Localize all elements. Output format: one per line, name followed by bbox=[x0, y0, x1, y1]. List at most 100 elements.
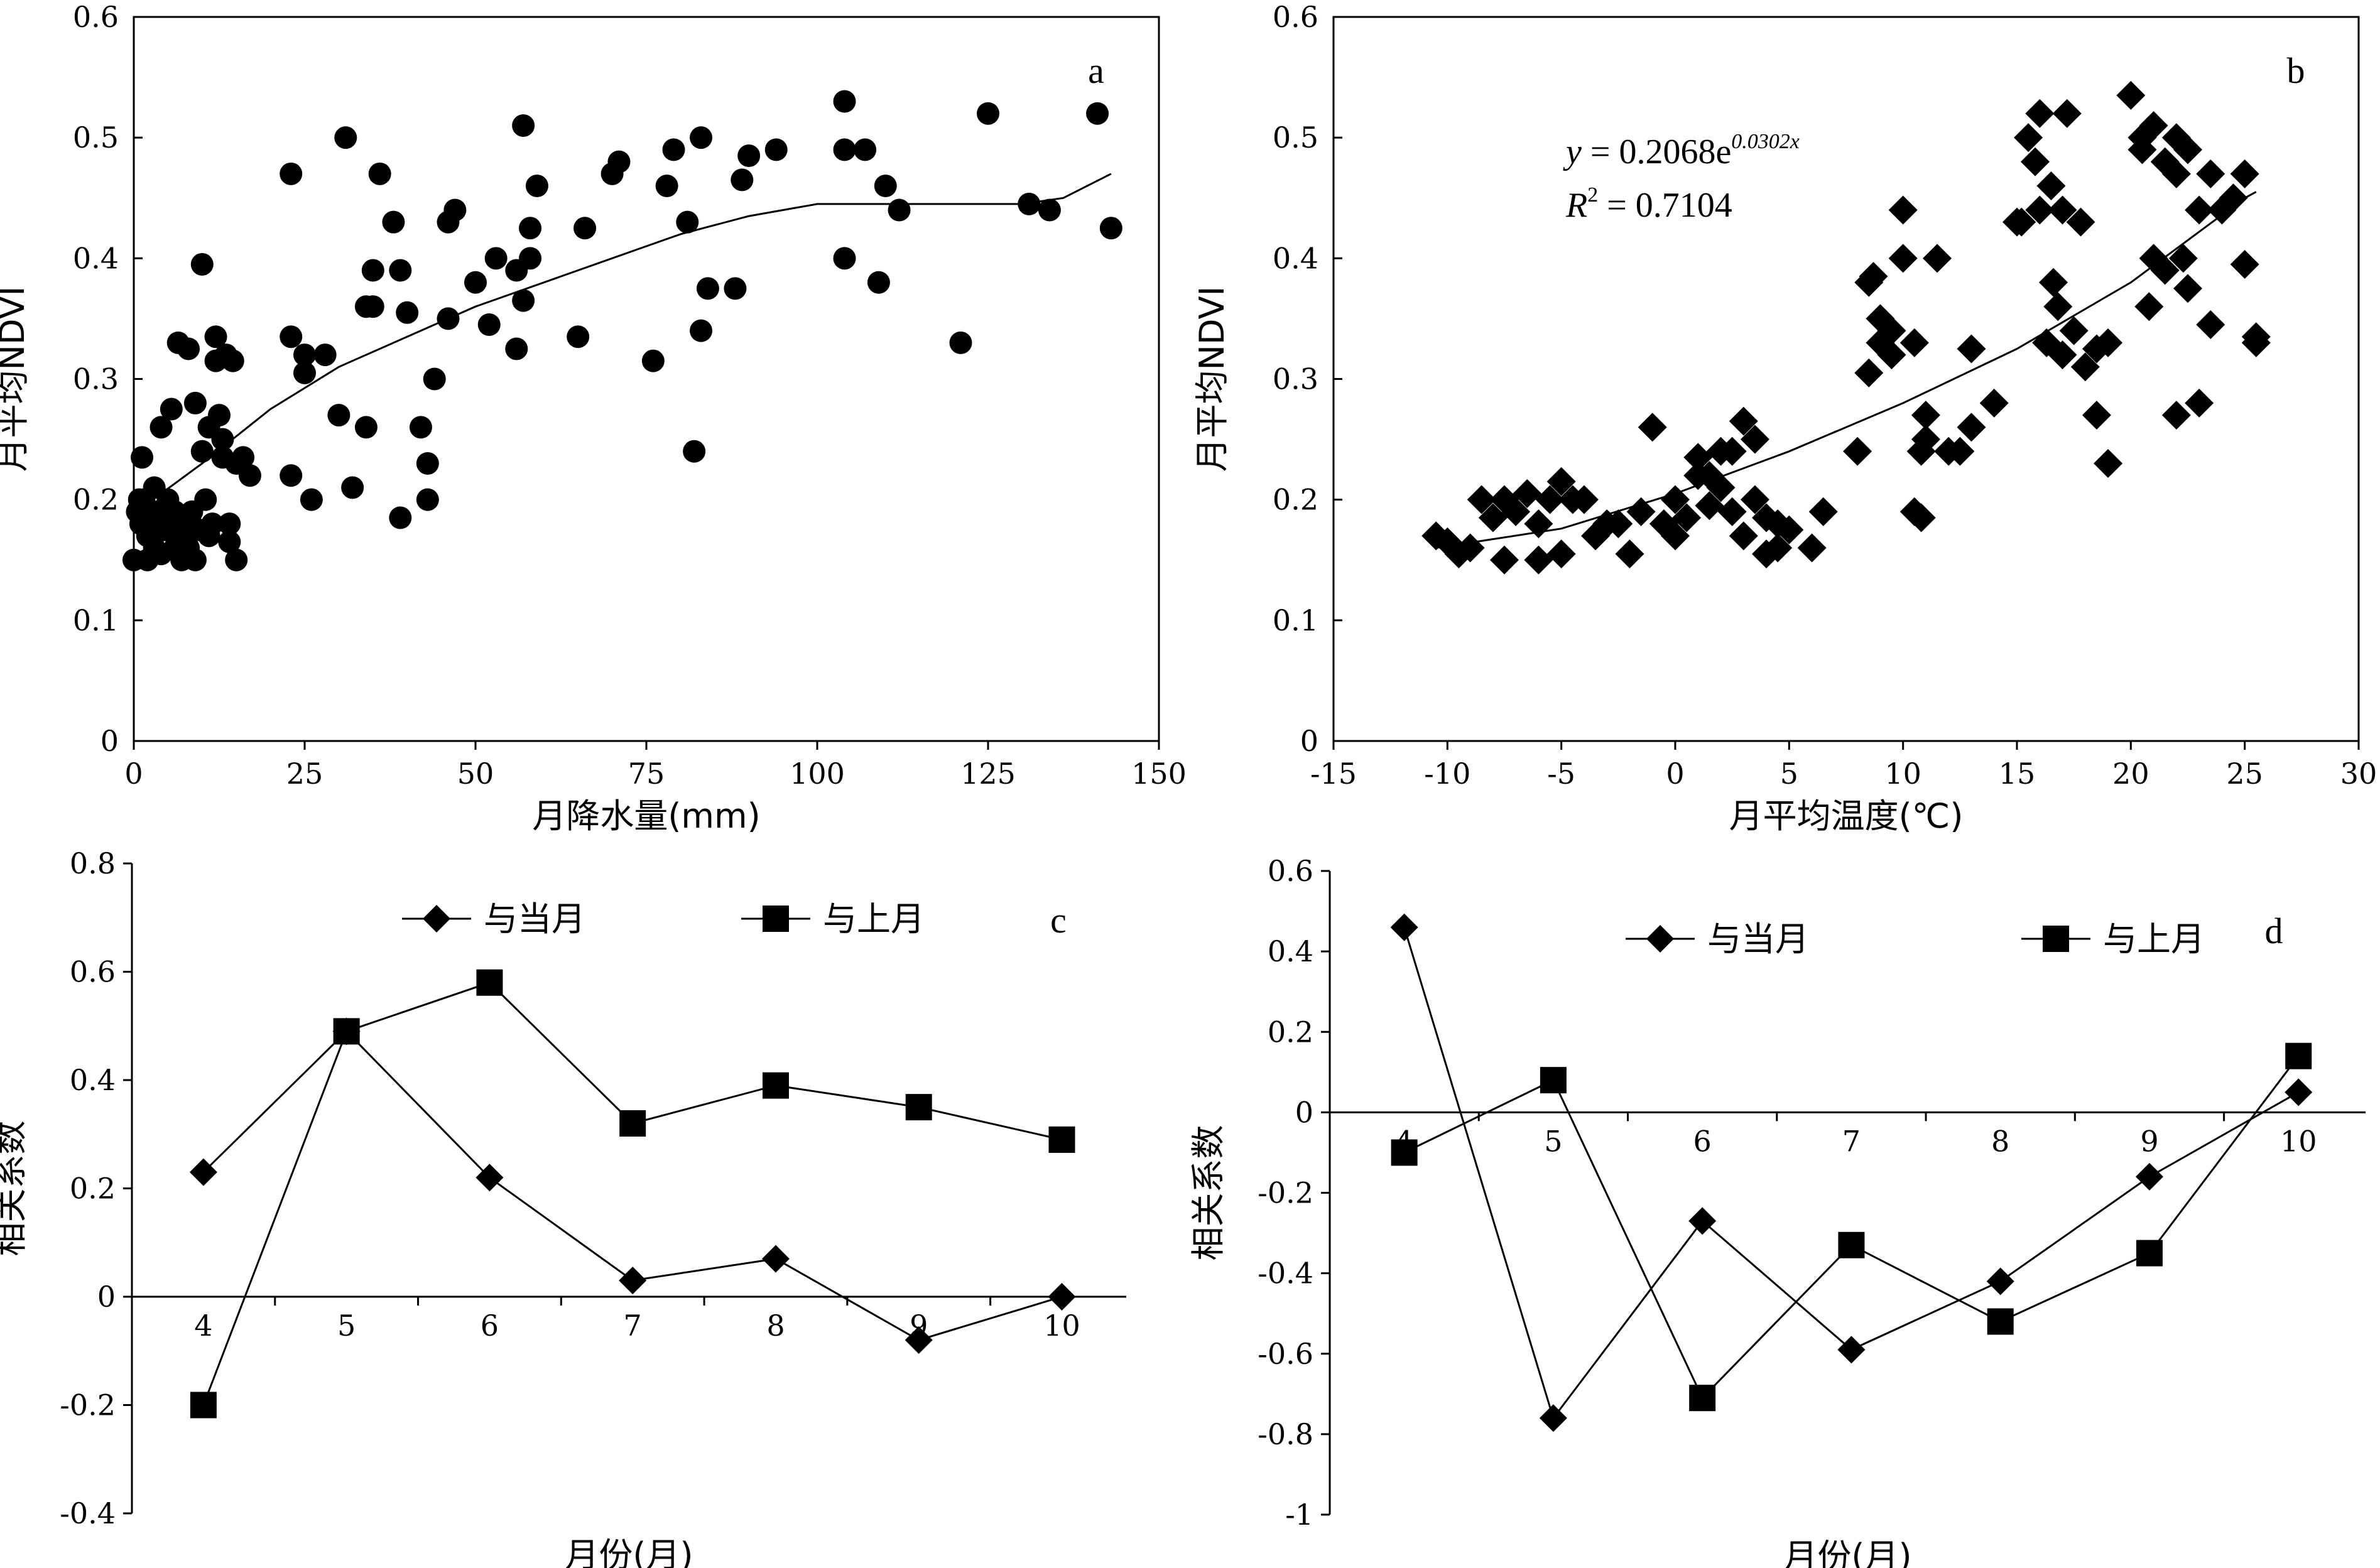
data-point bbox=[1546, 539, 1576, 569]
data-point bbox=[2048, 340, 2077, 370]
y-tick-label: 0.6 bbox=[70, 955, 116, 989]
data-point bbox=[1945, 436, 1975, 466]
data-point bbox=[183, 391, 207, 414]
x-category-label: 10 bbox=[1043, 1309, 1080, 1343]
data-point bbox=[190, 440, 214, 463]
data-point bbox=[512, 114, 535, 137]
data-point bbox=[731, 168, 754, 192]
data-point bbox=[2230, 249, 2259, 279]
data-point bbox=[293, 361, 316, 384]
data-point bbox=[218, 530, 241, 553]
data-point bbox=[293, 343, 316, 367]
y-tick-label: -1 bbox=[1285, 1498, 1313, 1532]
data-point bbox=[949, 331, 972, 354]
data-point bbox=[2036, 171, 2066, 201]
x-tick-label: 5 bbox=[1780, 757, 1798, 791]
data-point bbox=[361, 259, 384, 282]
data-point bbox=[238, 464, 261, 487]
data-point bbox=[2066, 207, 2095, 237]
y-tick-label: 0.4 bbox=[1273, 241, 1318, 275]
series-marker bbox=[190, 1392, 217, 1419]
data-point bbox=[2094, 449, 2123, 479]
data-point bbox=[833, 138, 856, 161]
data-point bbox=[484, 247, 508, 270]
data-point bbox=[2059, 316, 2089, 345]
data-point bbox=[1729, 406, 1758, 436]
y-tick-label: 0.2 bbox=[1273, 483, 1318, 517]
data-point bbox=[1774, 515, 1804, 544]
x-category-label: 8 bbox=[766, 1309, 785, 1343]
data-point bbox=[204, 325, 227, 349]
r-squared-text: = 0.7104 bbox=[1598, 186, 1732, 225]
data-point bbox=[2219, 183, 2248, 213]
series-marker bbox=[1539, 1404, 1567, 1432]
y-tick-label: -0.4 bbox=[1258, 1257, 1313, 1290]
data-point bbox=[1888, 244, 1918, 273]
data-point bbox=[423, 367, 446, 391]
y-tick-label: 0 bbox=[1295, 1095, 1313, 1129]
legend-marker bbox=[763, 906, 789, 932]
data-point bbox=[382, 210, 405, 234]
data-point bbox=[1099, 217, 1122, 240]
x-category-label: 5 bbox=[337, 1309, 356, 1343]
y-axis-label: 月平均NDVI bbox=[0, 286, 32, 472]
data-point bbox=[160, 397, 183, 421]
data-point bbox=[280, 162, 303, 185]
data-point bbox=[2150, 256, 2180, 285]
data-point bbox=[1729, 521, 1758, 551]
series-marker bbox=[333, 1018, 360, 1045]
data-point bbox=[724, 277, 747, 300]
x-axis-label: 月平均温度(℃) bbox=[1729, 796, 1964, 836]
data-point bbox=[437, 307, 460, 330]
data-point bbox=[641, 349, 665, 372]
data-point bbox=[1455, 533, 1485, 563]
legend-label: 与当月 bbox=[1707, 919, 1809, 959]
series-marker bbox=[1540, 1067, 1567, 1094]
data-point bbox=[2241, 322, 2271, 352]
series-marker bbox=[1837, 1336, 1866, 1364]
data-point bbox=[662, 138, 685, 161]
r-squared-sup: 2 bbox=[1587, 183, 1598, 207]
y-tick-label: -0.2 bbox=[1258, 1176, 1313, 1210]
plot-frame bbox=[1332, 16, 2360, 742]
series-marker bbox=[1987, 1308, 2014, 1335]
data-point bbox=[443, 198, 467, 222]
data-point bbox=[505, 337, 528, 360]
data-point bbox=[567, 325, 590, 349]
y-tick-label: 0 bbox=[97, 1280, 116, 1314]
series-marker bbox=[1048, 1283, 1076, 1311]
data-point bbox=[2139, 111, 2168, 140]
data-point bbox=[1638, 413, 1667, 442]
data-point bbox=[300, 488, 323, 511]
data-point bbox=[764, 138, 788, 161]
data-point bbox=[232, 446, 255, 469]
data-point bbox=[2070, 352, 2100, 382]
data-point bbox=[334, 126, 357, 149]
data-point bbox=[1979, 388, 2009, 418]
data-point bbox=[2168, 244, 2198, 273]
y-axis-label: 月平均NDVI bbox=[1192, 286, 1232, 472]
data-point bbox=[867, 271, 890, 294]
y-tick-label: 0.4 bbox=[70, 1063, 116, 1097]
x-tick-label: 75 bbox=[628, 757, 665, 791]
data-point bbox=[2094, 328, 2123, 357]
data-point bbox=[2185, 388, 2214, 418]
x-tick-label: 50 bbox=[457, 757, 494, 791]
data-point bbox=[888, 198, 911, 222]
data-point bbox=[1513, 479, 1542, 509]
data-point bbox=[833, 90, 856, 113]
data-point bbox=[2173, 135, 2202, 165]
data-point bbox=[1740, 485, 1769, 514]
r-squared-var: R bbox=[1565, 186, 1587, 225]
data-point bbox=[1899, 328, 1929, 357]
data-point bbox=[201, 512, 224, 536]
data-point bbox=[368, 162, 391, 185]
data-point bbox=[396, 301, 419, 324]
x-tick-label: 150 bbox=[1131, 757, 1187, 791]
data-point bbox=[341, 476, 364, 499]
x-tick-label: 15 bbox=[1999, 757, 2036, 791]
x-tick-label: 10 bbox=[1884, 757, 1921, 791]
x-tick-label: 30 bbox=[2340, 757, 2377, 791]
plot-frame bbox=[133, 16, 1160, 742]
x-category-label: 10 bbox=[2280, 1124, 2317, 1158]
